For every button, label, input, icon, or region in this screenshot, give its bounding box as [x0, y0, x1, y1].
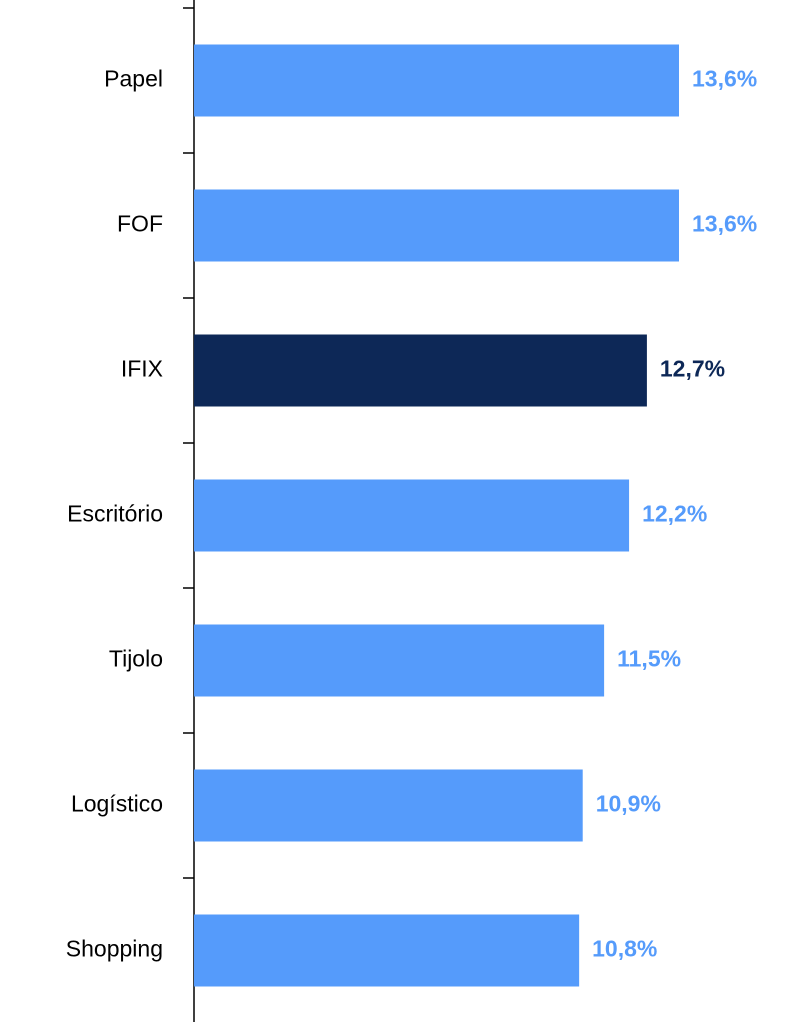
value-label: 13,6%	[692, 211, 757, 237]
value-label: 12,7%	[660, 356, 725, 382]
value-label: 13,6%	[692, 66, 757, 92]
value-label: 10,8%	[592, 936, 657, 962]
value-label: 12,2%	[642, 501, 707, 527]
value-label: 11,5%	[617, 646, 681, 672]
bar	[194, 44, 679, 117]
category-label: IFIX	[121, 356, 163, 382]
bar	[194, 334, 647, 407]
value-label: 10,9%	[596, 791, 661, 817]
bar	[194, 624, 605, 697]
bar	[194, 479, 630, 552]
category-label: Papel	[104, 66, 163, 92]
bar	[194, 769, 583, 842]
category-label: Tijolo	[109, 646, 163, 672]
category-label: Escritório	[67, 501, 163, 527]
bar	[194, 914, 580, 987]
category-label: Shopping	[66, 936, 163, 962]
category-label: FOF	[117, 211, 163, 237]
bar	[194, 189, 679, 262]
category-label: Logístico	[71, 791, 163, 817]
